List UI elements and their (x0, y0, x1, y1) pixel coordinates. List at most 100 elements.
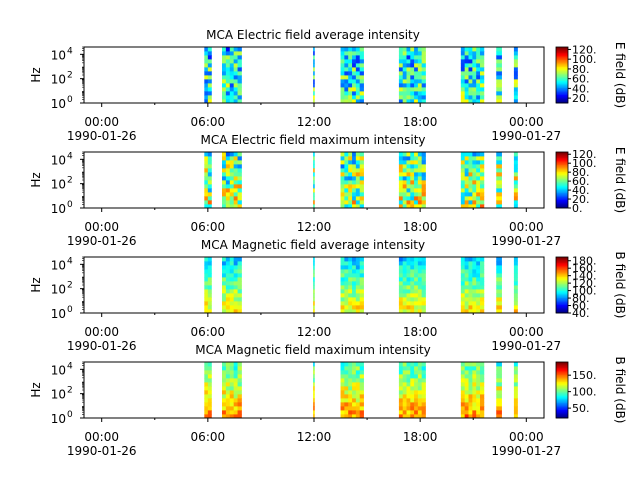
spectrogram-cell (468, 265, 473, 270)
spectrogram-cell (468, 204, 473, 209)
spectrogram-cell (468, 91, 473, 96)
spectrogram-cell (472, 386, 477, 391)
spectrogram-cell (229, 305, 235, 310)
spectrogram-cell (513, 91, 518, 96)
spectrogram-cell (464, 406, 469, 411)
y-tick-label: 10 (51, 178, 66, 192)
spectrogram-cell (480, 261, 485, 266)
spectrogram-cell (222, 293, 227, 298)
colorbar-frame (555, 46, 569, 104)
spectrogram-cell (233, 386, 238, 391)
spectrogram-cell (472, 394, 477, 399)
spectrogram-cell (313, 265, 315, 270)
spectrogram-cell (410, 370, 415, 375)
spectrogram-cell (359, 51, 364, 56)
spectrogram-cell (233, 370, 238, 375)
spectrogram-cell (313, 91, 315, 96)
spectrogram-cell (225, 75, 231, 80)
y-tick-exponent: 4 (67, 46, 73, 56)
y-tick-exponent: 2 (67, 71, 73, 81)
spectrogram (204, 257, 518, 314)
spectrogram-cell (402, 71, 407, 76)
spectrogram-cell (398, 196, 404, 201)
spectrogram-cell (237, 257, 242, 262)
spectrogram-cell (204, 297, 209, 302)
spectrogram-cell (410, 269, 415, 274)
colorbar-band (556, 63, 568, 66)
spectrogram-cell (464, 47, 469, 52)
spectrogram-cell (207, 59, 212, 64)
spectrogram-cell (410, 297, 415, 302)
spectrogram-cell (398, 184, 404, 189)
spectrogram-cell (355, 269, 361, 274)
spectrogram-cell (480, 297, 485, 302)
spectrogram-cell (355, 79, 361, 84)
spectrogram-cell (355, 273, 361, 278)
spectrogram-cell (348, 164, 353, 169)
spectrogram-cell (468, 176, 473, 181)
y-tick-label: 10 (51, 73, 66, 87)
spectrogram-cell (460, 83, 466, 88)
spectrogram-cell (225, 160, 231, 165)
spectrogram-cell (464, 51, 469, 56)
spectrogram-cell (204, 196, 209, 201)
spectrogram-cell (225, 265, 231, 270)
spectrogram-cell (204, 160, 209, 165)
spectrogram-cell (359, 164, 364, 169)
spectrogram-cell (410, 160, 415, 165)
colorbar-tick-label: 0. (572, 202, 583, 215)
spectrogram-cell (340, 285, 345, 290)
spectrogram-cell (233, 87, 238, 92)
spectrogram-cell (480, 305, 485, 310)
spectrogram-cell (417, 414, 423, 419)
spectrogram-cell (472, 261, 477, 266)
spectrogram-cell (229, 75, 235, 80)
spectrogram-cell (207, 192, 212, 197)
spectrogram-cell (352, 67, 357, 72)
colorbar-band (556, 87, 568, 90)
spectrogram-cell (421, 386, 426, 391)
spectrogram-cell (237, 99, 242, 104)
spectrogram-cell (355, 164, 361, 169)
spectrogram-cell (414, 410, 419, 415)
spectrogram-cell (402, 281, 407, 286)
spectrogram-cell (237, 184, 242, 189)
colorbar-band (556, 380, 568, 382)
spectrogram-cell (398, 192, 404, 197)
spectrogram-cell (496, 152, 502, 157)
spectrogram-cell (417, 406, 423, 411)
spectrogram-cell (472, 301, 477, 306)
colorbar-band (556, 174, 568, 177)
spectrogram-cell (480, 410, 485, 415)
x-tick-date: 1990-01-27 (491, 234, 561, 248)
spectrogram-cell (207, 83, 212, 88)
spectrogram-cell (417, 83, 423, 88)
spectrogram-cell (313, 168, 315, 173)
spectrogram-cell (229, 63, 235, 68)
spectrogram-cell (480, 51, 485, 56)
spectrogram-cell (406, 293, 411, 298)
spectrogram-cell (313, 366, 315, 371)
spectrogram-cell (207, 176, 212, 181)
colorbar-band (556, 66, 568, 69)
spectrogram-cell (421, 366, 426, 371)
spectrogram-cell (222, 71, 227, 76)
spectrogram-cell (513, 370, 518, 375)
spectrogram-cell (355, 289, 361, 294)
spectrogram-cell (417, 370, 423, 375)
spectrogram-cell (421, 95, 426, 100)
spectrogram-cell (417, 277, 423, 282)
spectrogram-cell (410, 414, 415, 419)
spectrogram-cell (237, 160, 242, 165)
spectrogram-cell (480, 293, 485, 298)
spectrogram-cell (496, 75, 502, 80)
spectrogram-cell (410, 289, 415, 294)
spectrogram-cell (398, 168, 404, 173)
spectrogram-cell (225, 91, 231, 96)
y-tick-exponent: 4 (67, 256, 73, 266)
spectrogram-cell (460, 406, 466, 411)
spectrogram-cell (237, 374, 242, 379)
spectrogram-cell (225, 269, 231, 274)
spectrogram-cell (348, 152, 353, 157)
spectrogram-cell (233, 289, 238, 294)
